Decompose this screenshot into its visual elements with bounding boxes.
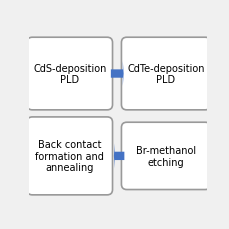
Text: Back contact
formation and
annealing: Back contact formation and annealing	[35, 140, 104, 173]
FancyBboxPatch shape	[121, 38, 210, 110]
Text: CdTe-deposition
PLD: CdTe-deposition PLD	[127, 63, 204, 85]
FancyBboxPatch shape	[27, 117, 112, 195]
Text: CdS-deposition
PLD: CdS-deposition PLD	[33, 63, 106, 85]
FancyBboxPatch shape	[27, 38, 112, 110]
Text: Br-methanol
etching: Br-methanol etching	[135, 145, 195, 167]
FancyBboxPatch shape	[121, 123, 210, 190]
